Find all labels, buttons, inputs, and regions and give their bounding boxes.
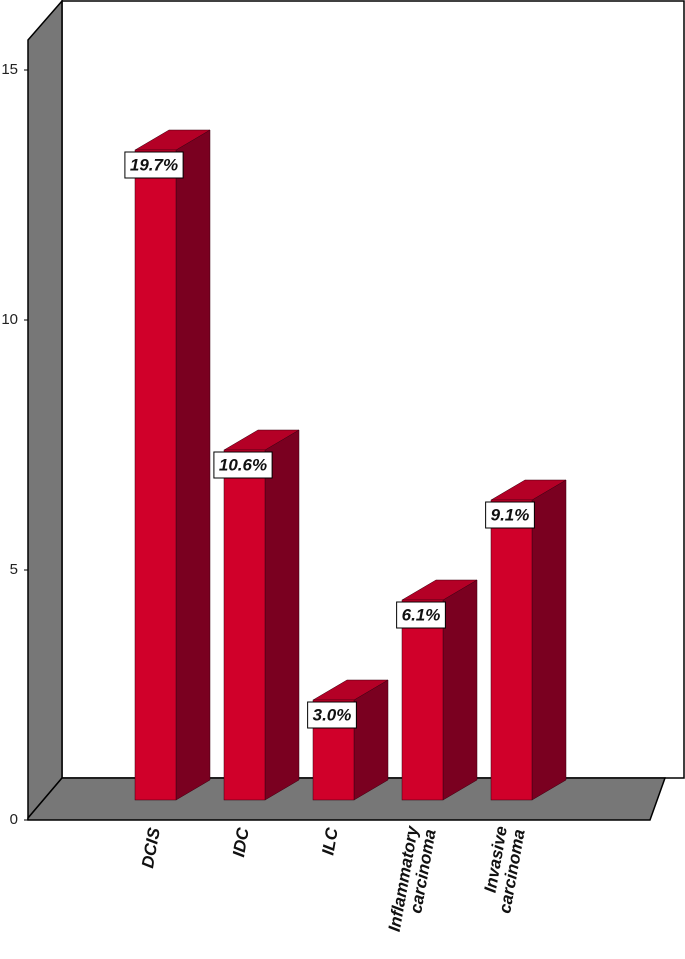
bar [134, 149, 177, 801]
y-tick-label: 5 [10, 561, 18, 578]
bar [401, 599, 444, 801]
data-label-text: 3.0% [313, 705, 352, 724]
x-tick-label: ILC [318, 826, 342, 857]
side-wall [27, 0, 63, 821]
bar-side [264, 429, 300, 801]
x-tick-label: Invasivecarcinoma [478, 825, 529, 915]
x-tick-label: DCIS [138, 826, 164, 870]
y-tick-label: 0 [10, 811, 18, 828]
data-label: 10.6% [213, 451, 273, 479]
bar-side [353, 679, 389, 801]
data-label-box [396, 601, 446, 629]
bar-side [442, 579, 478, 801]
data-label: 6.1% [396, 601, 446, 629]
data-label: 3.0% [307, 701, 357, 729]
y-tick-label: 15 [1, 61, 18, 78]
data-label-box [124, 151, 184, 179]
data-label-text: 10.6% [219, 455, 267, 474]
data-label-text: 6.1% [402, 605, 441, 624]
data-label-box [485, 501, 535, 529]
data-label: 19.7% [124, 151, 184, 179]
bar [223, 449, 266, 801]
x-tick-label: Inflammatorycarcinoma [385, 823, 440, 936]
bar-side [531, 479, 567, 801]
data-label-text: 9.1% [491, 505, 530, 524]
data-label-box [213, 451, 273, 479]
data-label-text: 19.7% [130, 155, 178, 174]
bar-side [175, 129, 211, 801]
y-tick-label: 10 [1, 311, 18, 328]
bar [490, 499, 533, 801]
x-tick-label: IDC [229, 826, 253, 859]
data-label-box [307, 701, 357, 729]
data-label: 9.1% [485, 501, 535, 529]
